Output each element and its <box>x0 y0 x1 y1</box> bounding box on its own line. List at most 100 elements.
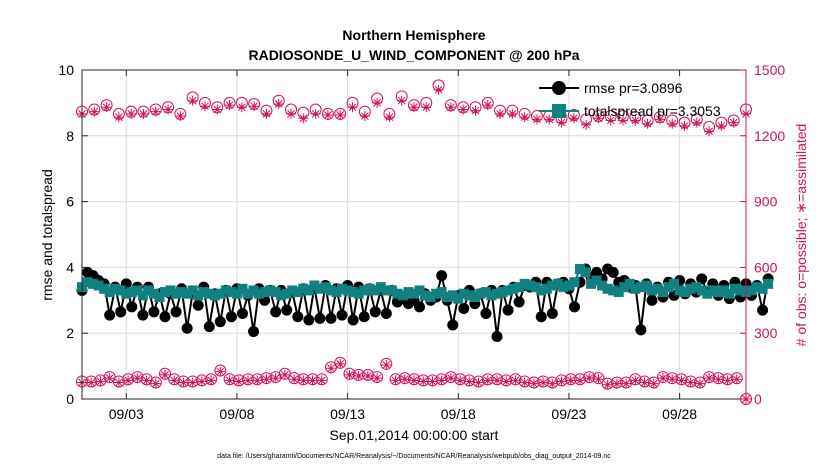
obs-assimilated-marker <box>322 109 333 120</box>
obs-assimilated-marker <box>123 375 134 386</box>
obs-assimilated-marker <box>344 369 355 380</box>
obs-assimilated-marker <box>163 104 174 115</box>
data-file-footnote: data file: /Users/gharamti/Documents/NCA… <box>217 453 611 460</box>
spread-point <box>624 278 635 289</box>
obs-assimilated-marker <box>347 102 358 113</box>
rmse-point <box>115 306 127 318</box>
spread-point <box>370 285 381 296</box>
spread-point <box>608 285 619 296</box>
obs-assimilated-marker <box>372 97 383 108</box>
spread-point <box>525 280 536 291</box>
rmse-point <box>192 299 204 311</box>
spread-point <box>204 288 215 299</box>
spread-point <box>93 280 104 291</box>
spread-point <box>597 280 608 291</box>
obs-assimilated-marker <box>101 102 112 113</box>
obs-assimilated-marker <box>126 108 137 119</box>
spread-point <box>314 283 325 294</box>
obs-assimilated-marker <box>722 375 733 386</box>
spread-point <box>652 283 663 294</box>
obs-assimilated-marker <box>473 377 484 388</box>
spread-point <box>353 288 364 299</box>
spread-point <box>298 283 309 294</box>
obs-assimilated-marker <box>458 104 469 115</box>
spread-point <box>519 278 530 289</box>
obs-assimilated-marker <box>86 377 97 388</box>
obs-assimilated-marker <box>584 373 595 384</box>
spread-point <box>757 283 768 294</box>
obs-assimilated-marker <box>667 374 678 385</box>
spread-point <box>458 288 469 299</box>
obs-assimilated-marker <box>95 376 106 387</box>
x-tick-label: 09/28 <box>662 406 697 422</box>
spread-point <box>552 278 563 289</box>
spread-point <box>503 285 514 296</box>
rmse-point <box>303 314 315 326</box>
rmse-point <box>447 319 459 331</box>
obs-assimilated-marker <box>187 95 198 106</box>
right-tick-label: 1200 <box>754 128 785 144</box>
spread-point <box>182 288 193 299</box>
left-tick-label: 0 <box>66 391 74 407</box>
spread-point <box>287 285 298 296</box>
spread-point <box>397 290 408 301</box>
y-axis-label-left: rmse and totalspread <box>39 169 55 301</box>
obs-assimilated-marker <box>390 375 401 386</box>
rmse-point <box>181 322 193 334</box>
obs-assimilated-marker <box>565 375 576 386</box>
obs-assimilated-marker <box>249 101 260 112</box>
rmse-point <box>248 326 260 338</box>
chart-title-line2: RADIOSONDE_U_WIND_COMPONENT @ 200 hPa <box>248 47 579 63</box>
spread-point <box>453 293 464 304</box>
rmse-point <box>236 307 248 319</box>
obs-assimilated-marker <box>482 375 493 386</box>
y-axis-label-right: # of obs: o=possible; ∗=assimilated <box>793 124 809 347</box>
spread-point <box>392 288 403 299</box>
rmse-point <box>380 307 392 319</box>
obs-assimilated-marker <box>556 117 567 128</box>
rmse-point <box>358 311 370 323</box>
obs-assimilated-marker <box>252 375 263 386</box>
spread-point <box>469 292 480 303</box>
spread-point <box>309 280 320 291</box>
obs-assimilated-marker <box>335 109 346 120</box>
obs-assimilated-marker <box>436 375 447 386</box>
obs-assimilated-marker <box>676 375 687 386</box>
spread-point <box>331 287 342 298</box>
spread-point <box>99 283 110 294</box>
spread-point <box>148 288 159 299</box>
spread-point <box>536 285 547 296</box>
spread-point <box>281 288 292 299</box>
right-tick-label: 300 <box>754 325 778 341</box>
spread-point <box>303 285 314 296</box>
obs-assimilated-marker <box>261 108 272 119</box>
x-tick-label: 09/18 <box>441 406 476 422</box>
spread-point <box>547 280 558 291</box>
rmse-point <box>126 301 138 313</box>
obs-assimilated-marker <box>685 377 696 388</box>
spread-point <box>126 287 137 298</box>
rmse-point <box>214 316 226 328</box>
spread-point <box>702 288 713 299</box>
spread-point <box>447 290 458 301</box>
left-tick-label: 6 <box>66 194 74 210</box>
rmse-point <box>148 306 160 318</box>
obs-assimilated-marker <box>150 378 161 389</box>
spread-point <box>88 278 99 289</box>
obs-assimilated-marker <box>104 373 115 384</box>
rmse-point <box>696 273 708 285</box>
obs-assimilated-marker <box>178 377 189 388</box>
spread-point <box>580 267 591 278</box>
rmse-point <box>225 311 237 323</box>
obs-assimilated-marker <box>141 375 152 386</box>
obs-count-series <box>76 79 752 405</box>
totalspread-series <box>77 264 774 304</box>
obs-assimilated-marker <box>455 375 466 386</box>
spread-point <box>259 287 270 298</box>
obs-assimilated-marker <box>206 375 217 386</box>
obs-assimilated-marker <box>396 95 407 106</box>
spread-point <box>337 283 348 294</box>
obs-assimilated-marker <box>243 375 253 386</box>
legend-spread-marker <box>552 104 566 118</box>
